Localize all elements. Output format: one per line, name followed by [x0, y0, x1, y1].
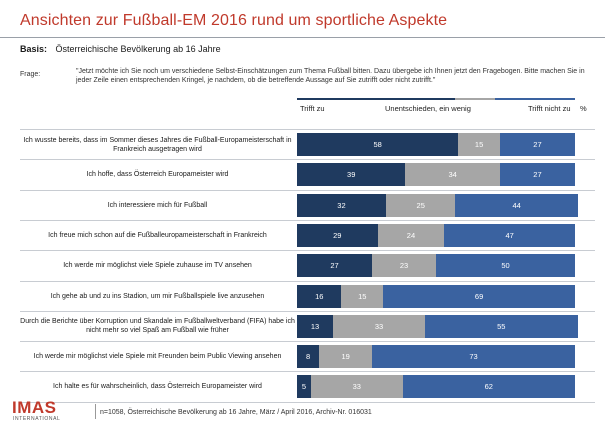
frage-label: Frage: [20, 71, 41, 78]
bar-segment: 34 [405, 163, 500, 187]
row-divider [20, 371, 595, 373]
bar-segment: 25 [385, 193, 456, 217]
bar-segment: 73 [372, 345, 575, 369]
category-label: Ich halte es für wahrscheinlich, dass Ös… [53, 383, 262, 391]
bar-segment: 27 [499, 133, 575, 156]
basis-text: Österreichische Bevölkerung ab 16 Jahre [55, 44, 221, 54]
bar-segment: 33 [333, 314, 425, 338]
row-divider [20, 159, 595, 161]
bar-segment: 33 [310, 375, 403, 399]
page-title: Ansichten zur Fußball-EM 2016 rund um sp… [20, 12, 448, 29]
bar-segment: 62 [402, 375, 575, 399]
category-label: Ich werde mir möglichst viele Spiele zuh… [63, 262, 252, 270]
bar-segment: 47 [444, 223, 575, 247]
bar-segment: 58 [297, 133, 459, 156]
bar-segment: 13 [297, 314, 334, 338]
bar-segment: 69 [383, 284, 575, 308]
bar-segment: 27 [297, 254, 373, 278]
bar-segment: 50 [436, 254, 575, 278]
bar-segment: 24 [377, 223, 445, 247]
bar-segment: 27 [499, 163, 575, 187]
bar-segment: 55 [424, 314, 578, 338]
basis-line: Basis: Österreichische Bevölkerung ab 16… [20, 44, 221, 54]
category-label: Ich hoffe, dass Österreich Europameister… [86, 171, 229, 179]
bar-segment: 5 [297, 375, 311, 399]
category-label: Ich gehe ab und zu ins Stadion, um mir F… [50, 292, 265, 300]
legend-swatch [495, 98, 575, 100]
row-divider [20, 250, 595, 252]
frage-text: "Jetzt möchte ich Sie noch um verschiede… [76, 68, 585, 84]
category-label: Ich werde mir möglichst viele Spiele mit… [33, 353, 282, 361]
bar-segment: 23 [372, 254, 436, 278]
legend-swatch [297, 98, 455, 100]
imas-logo: IMAS INTERNATIONAL [12, 399, 92, 425]
bar-segment: 8 [297, 345, 320, 369]
bar-segment: 19 [319, 345, 373, 369]
bar-segment: 32 [297, 193, 386, 217]
title-divider [0, 37, 605, 38]
row-divider [20, 280, 595, 282]
bar-segment: 29 [297, 223, 378, 247]
bar-segment: 15 [458, 133, 500, 156]
category-label: Durch die Berichte über Korruption und S… [20, 318, 295, 335]
legend-label: Trifft zu [300, 104, 325, 113]
legend-swatch [455, 98, 495, 100]
row-divider [20, 129, 595, 130]
basis-label: Basis: [20, 44, 48, 54]
bar-segment: 16 [297, 284, 342, 308]
bar-segment: 15 [341, 284, 384, 308]
logo-subtitle: INTERNATIONAL [13, 416, 61, 422]
bar-segment: 39 [297, 163, 406, 187]
footnote: n=1058, Österreichische Bevölkerung ab 1… [100, 409, 372, 416]
category-label: Ich interessiere mich für Fußball [107, 201, 208, 209]
category-label: Ich freue mich schon auf die Fußballeuro… [48, 231, 267, 239]
row-divider [20, 189, 595, 191]
legend-unit: % [580, 104, 587, 113]
row-divider [20, 341, 595, 343]
row-divider [20, 401, 595, 403]
bar-segment: 44 [455, 193, 578, 217]
legend-label: Unentschieden, ein wenig [385, 104, 471, 113]
row-divider [20, 310, 595, 312]
row-divider [20, 219, 595, 221]
legend-label: Trifft nicht zu [528, 104, 571, 113]
logo-wordmark: IMAS [12, 398, 57, 417]
category-label: Ich wusste bereits, dass im Sommer diese… [23, 136, 292, 153]
footer-divider [95, 404, 96, 419]
